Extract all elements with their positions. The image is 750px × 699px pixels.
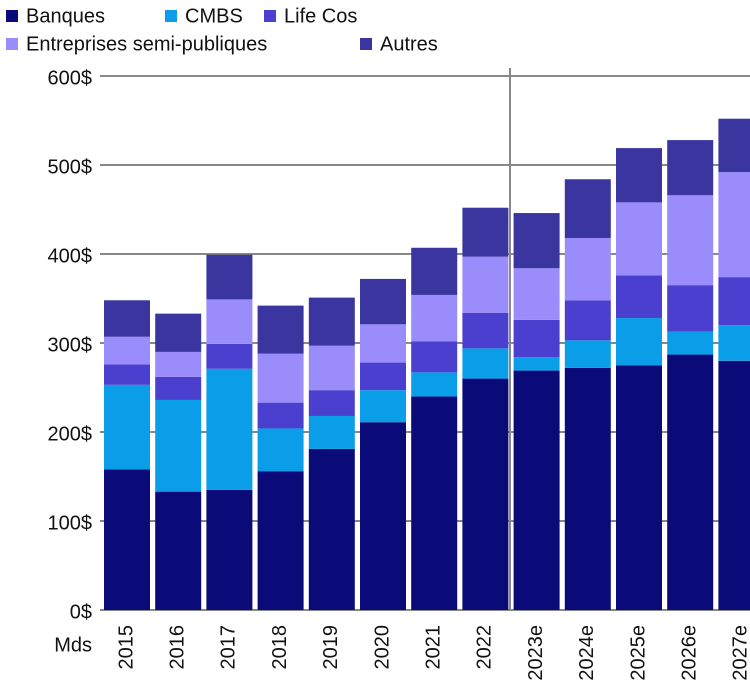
bar-segment (462, 207, 509, 257)
legend-label: Banques (26, 5, 105, 27)
bar-segment (667, 195, 714, 286)
bar-segment (308, 345, 355, 391)
bar-segment (462, 312, 509, 349)
bar-segment (308, 415, 355, 449)
bar-segment (667, 354, 714, 610)
bar-segment (513, 357, 560, 371)
bar-segment (616, 275, 662, 319)
bar-segment (206, 299, 253, 344)
bar-segment (411, 341, 458, 373)
legend-swatch (165, 10, 177, 22)
bar-segment (155, 376, 202, 400)
x-tick-label: 2025e (627, 625, 649, 681)
x-tick-label: 2021 (422, 625, 444, 670)
x-tick-label: 2024e (576, 625, 598, 681)
bar-segment (206, 489, 253, 610)
y-tick-label: 600$ (48, 67, 93, 89)
y-tick-label: 300$ (48, 334, 93, 356)
bar-segment (360, 422, 406, 610)
bar-segment (513, 370, 560, 610)
bar-segment (718, 277, 750, 326)
bar-segment (411, 294, 458, 342)
bar-segment (104, 364, 150, 385)
bar-segment (155, 313, 202, 352)
bar-segment (360, 324, 406, 363)
bar-segment (513, 213, 560, 269)
bar-segment (564, 340, 611, 368)
bar-segment (257, 305, 304, 354)
bar-segment (155, 351, 202, 377)
bar-segment (257, 428, 304, 472)
bar-segment (564, 179, 611, 238)
bar-segment (155, 491, 202, 610)
bar-segment (564, 237, 611, 301)
bar-segment (206, 254, 253, 300)
bar-segment (360, 362, 406, 391)
legend-swatch (264, 10, 276, 22)
y-tick-label: 400$ (48, 245, 93, 267)
x-tick-label: 2026e (678, 625, 700, 681)
bar-segment (718, 325, 750, 361)
bar-segment (104, 336, 150, 365)
x-tick-label: 2018 (269, 625, 291, 670)
x-tick-label: 2023e (525, 625, 547, 681)
x-tick-label: 2020 (371, 625, 393, 670)
bar-segment (411, 372, 458, 397)
bar-segment (104, 300, 150, 337)
x-tick-label: 2027e (730, 625, 750, 681)
bar-segment (360, 278, 406, 325)
legend-swatch (6, 10, 18, 22)
legend-swatch (6, 38, 18, 50)
bar-segment (616, 318, 662, 366)
bar-segment (718, 172, 750, 278)
bar-segment (718, 118, 750, 173)
bar-segment (616, 365, 662, 610)
bar-segment (411, 247, 458, 295)
legend-label: Life Cos (284, 5, 357, 27)
x-tick-label: 2019 (320, 625, 342, 670)
x-tick-label: 2015 (115, 625, 137, 670)
bar-segment (462, 348, 509, 379)
y-tick-label: 100$ (48, 512, 93, 534)
bar-segment (564, 367, 611, 610)
x-tick-label: 2022 (474, 625, 496, 670)
bar-segment (616, 202, 662, 276)
bar-segment (206, 368, 253, 490)
bar-segment (104, 384, 150, 470)
legend-label: Entreprises semi-publiques (26, 33, 267, 55)
bar-segment (360, 390, 406, 423)
legend-label: Autres (380, 33, 438, 55)
bar-segment (667, 140, 714, 196)
bar-segment (206, 343, 253, 369)
bar-segment (257, 471, 304, 610)
bar-segment (308, 297, 355, 346)
legend-label: CMBS (185, 5, 243, 27)
bar-segment (462, 378, 509, 610)
y-tick-label: 0$ (70, 601, 92, 623)
bar-segment (462, 256, 509, 313)
bar-segment (513, 268, 560, 320)
bar-segment (155, 399, 202, 492)
bar-segment (104, 469, 150, 610)
bar-segment (257, 353, 304, 403)
y-tick-label: 500$ (48, 156, 93, 178)
bar-segment (564, 300, 611, 341)
bar-segment (667, 285, 714, 332)
bar-segment (513, 319, 560, 358)
bar-segment (308, 448, 355, 610)
bar-segment (616, 148, 662, 203)
bar-segment (308, 390, 355, 416)
bar-segment (718, 360, 750, 610)
bar-segment (667, 331, 714, 355)
legend-swatch (360, 38, 372, 50)
x-tick-label: 2017 (218, 625, 240, 670)
bar-segment (411, 396, 458, 610)
bar-segment (257, 402, 304, 429)
y-tick-label: 200$ (48, 423, 93, 445)
y-unit-label: Mds (54, 634, 92, 656)
x-tick-label: 2016 (166, 625, 188, 670)
